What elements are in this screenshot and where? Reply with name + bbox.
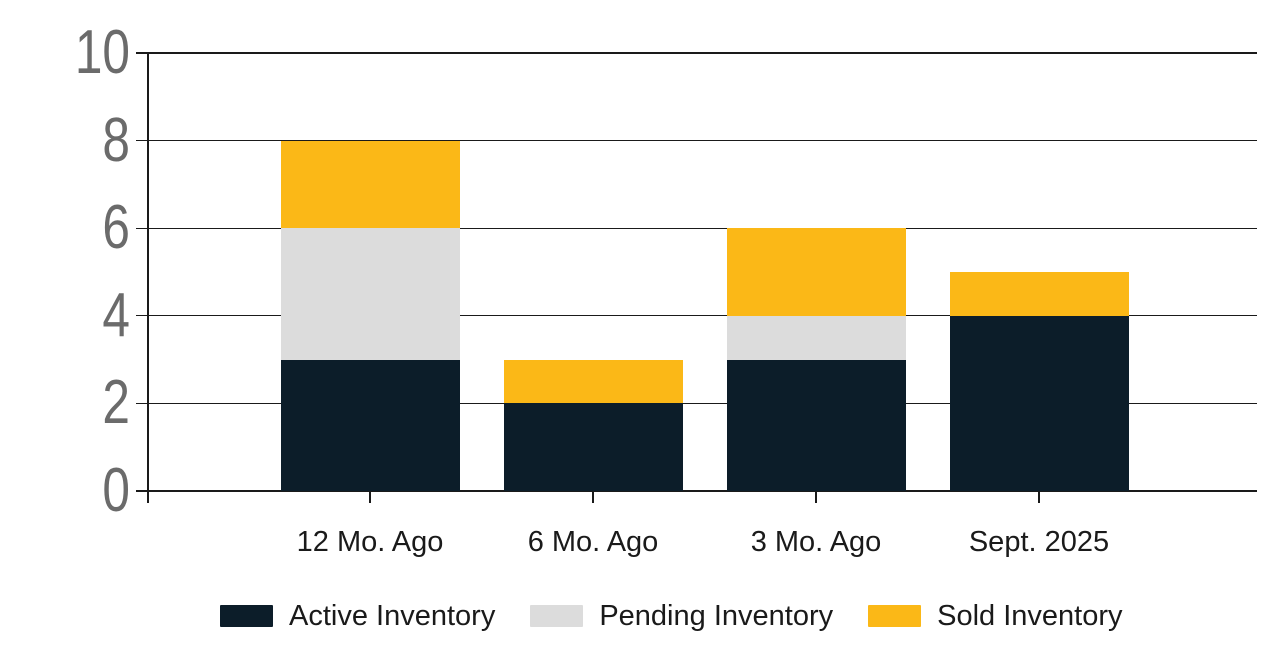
- bar-segment-pending-inventory: [726, 315, 906, 360]
- y-tick-label: 8: [102, 105, 130, 175]
- y-tick-label: 2: [102, 368, 130, 438]
- bar-segment-pending-inventory: [280, 228, 460, 360]
- legend-swatch-icon: [868, 605, 922, 627]
- y-tick-label: 0: [102, 456, 130, 525]
- y-tick-label: 6: [102, 193, 130, 263]
- legend-label: Pending Inventory: [599, 600, 834, 632]
- x-axis-label: 12 Mo. Ago: [296, 526, 444, 558]
- gridline: [136, 52, 1257, 54]
- legend-label: Active Inventory: [289, 600, 496, 632]
- bar-segment-active-inventory: [726, 359, 906, 491]
- x-axis-tick: [369, 491, 371, 503]
- x-axis-tick: [592, 491, 594, 503]
- bar-segment-active-inventory: [280, 359, 460, 491]
- gridline: [136, 490, 1257, 492]
- gridline: [136, 227, 1257, 229]
- bar-segment-active-inventory: [949, 315, 1129, 491]
- gridline: [136, 402, 1257, 405]
- legend-swatch-icon: [530, 605, 584, 627]
- legend-item: Active Inventory: [220, 599, 495, 633]
- legend-item: Sold Inventory: [868, 599, 1123, 633]
- x-axis-label: 3 Mo. Ago: [750, 526, 882, 558]
- y-axis-line: [147, 53, 149, 503]
- x-axis-tick: [815, 491, 817, 503]
- legend-swatch-icon: [220, 605, 273, 627]
- y-tick-label: 4: [102, 280, 130, 350]
- bar-segment-sold-inventory: [503, 359, 683, 404]
- x-axis-tick: [1038, 491, 1040, 503]
- legend-item: Pending Inventory: [530, 599, 833, 633]
- bar-segment-sold-inventory: [726, 228, 906, 316]
- y-tick-label: 10: [74, 18, 130, 87]
- legend: Active Inventory Pending Inventory Sold In…: [220, 599, 1123, 633]
- gridline: [136, 315, 1257, 317]
- bar-segment-active-inventory: [503, 403, 683, 491]
- bar-segment-sold-inventory: [949, 272, 1129, 316]
- bar-segment-sold-inventory: [280, 140, 460, 229]
- x-axis-label: Sept. 2025: [968, 526, 1110, 558]
- x-axis-label: 6 Mo. Ago: [527, 526, 659, 558]
- gridline: [136, 139, 1257, 142]
- legend-label: Sold Inventory: [937, 600, 1123, 632]
